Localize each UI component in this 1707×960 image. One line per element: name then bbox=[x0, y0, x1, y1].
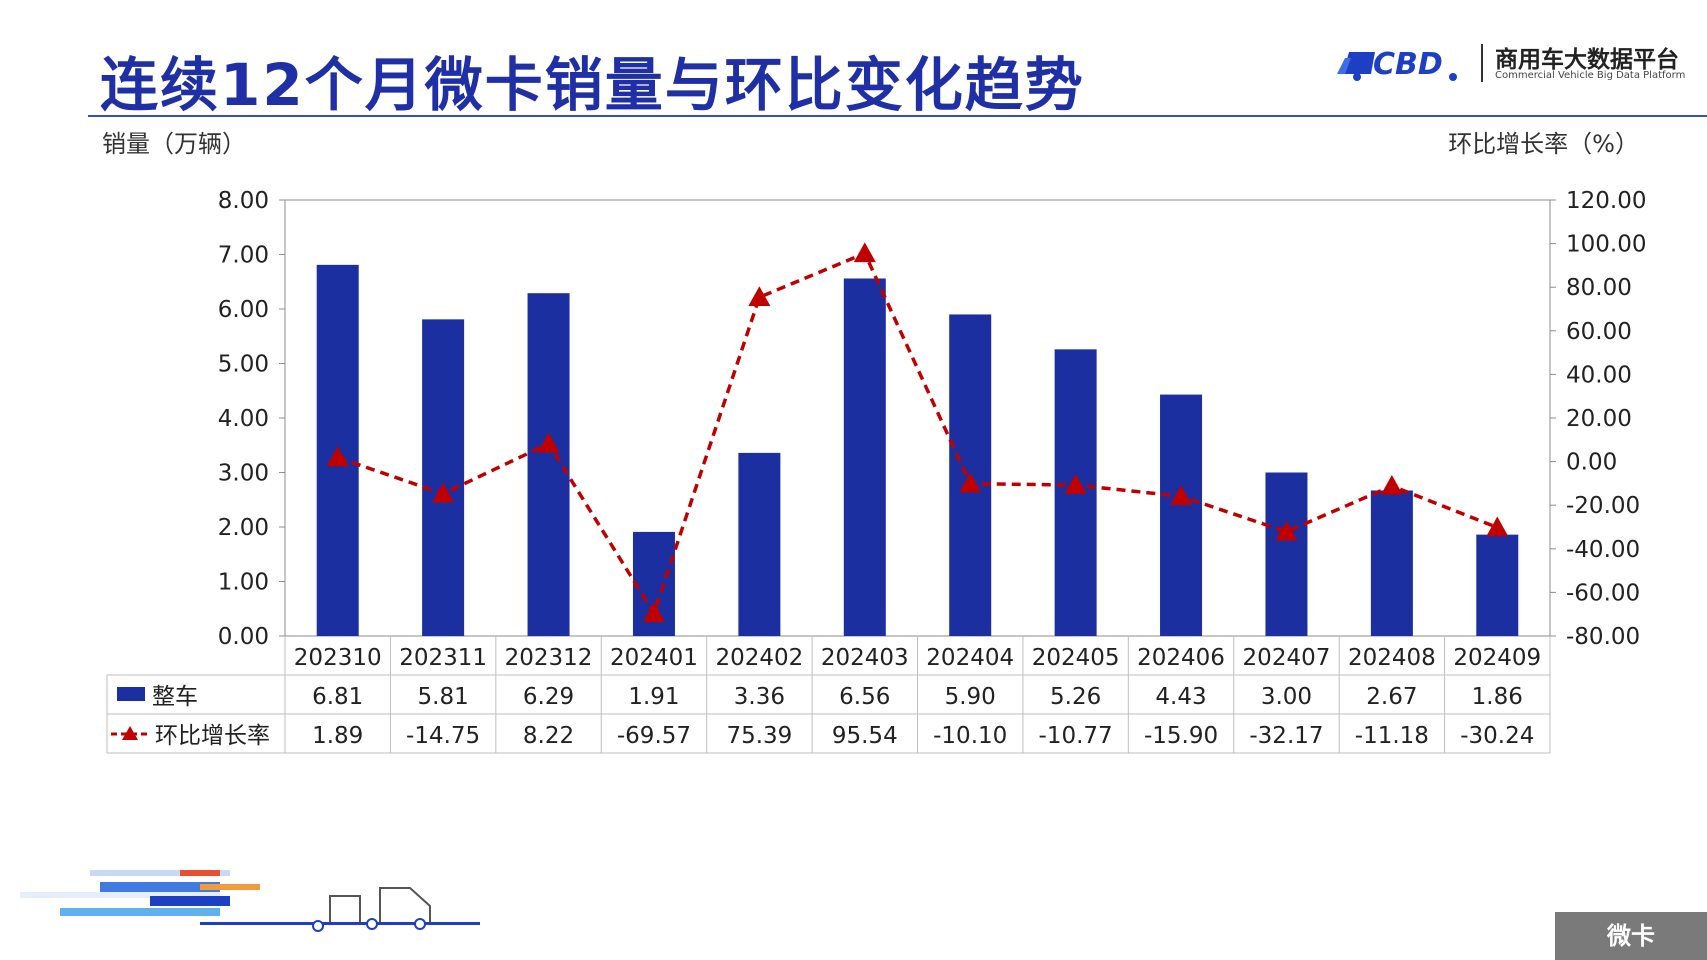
left-tick-label: 6.00 bbox=[218, 297, 269, 323]
page-title: 连续12个月微卡销量与环比变化趋势 bbox=[100, 51, 1085, 119]
growth-marker-202312 bbox=[537, 432, 560, 453]
category-label: 202310 bbox=[294, 645, 382, 671]
growth-value-label: -15.90 bbox=[1144, 723, 1218, 749]
truck-logo-icon: CBD bbox=[1337, 47, 1457, 82]
category-label: 202405 bbox=[1032, 645, 1120, 671]
growth-value-label: -69.57 bbox=[617, 723, 691, 749]
bar-202407 bbox=[1265, 472, 1308, 636]
right-axis-unit: 环比增长率（%） bbox=[1448, 130, 1639, 158]
logo-chinese-name: 商用车大数据平台 bbox=[1495, 47, 1679, 73]
title-divider bbox=[88, 115, 1707, 117]
bar-value-label: 6.81 bbox=[312, 684, 363, 710]
left-tick-label: 3.00 bbox=[218, 461, 269, 487]
bar-value-label: 5.81 bbox=[418, 684, 469, 710]
left-tick-label: 4.00 bbox=[218, 406, 269, 432]
bar-value-label: 1.91 bbox=[628, 684, 679, 710]
legend-line-label: 环比增长率 bbox=[155, 723, 270, 749]
bar-202311 bbox=[422, 319, 465, 636]
bar-value-label: 3.36 bbox=[734, 684, 785, 710]
right-tick-label: 0.00 bbox=[1566, 450, 1617, 476]
growth-marker-202310 bbox=[326, 446, 349, 467]
left-tick-label: 0.00 bbox=[218, 624, 269, 650]
growth-value-label: 8.22 bbox=[523, 723, 574, 749]
growth-marker-202406 bbox=[1170, 485, 1193, 506]
growth-value-label: -10.77 bbox=[1039, 723, 1113, 749]
growth-value-label: 1.89 bbox=[312, 723, 363, 749]
growth-value-label: 75.39 bbox=[726, 723, 792, 749]
growth-marker-202405 bbox=[1064, 474, 1087, 494]
left-tick-label: 7.00 bbox=[218, 243, 269, 269]
left-tick-label: 5.00 bbox=[218, 352, 269, 378]
right-tick-label: 100.00 bbox=[1566, 232, 1646, 258]
right-tick-label: 20.00 bbox=[1566, 406, 1632, 432]
left-tick-label: 1.00 bbox=[218, 570, 269, 596]
sales-chart: 0.00 1.00 2.00 3.00 4.00 5.00 6.00 7.00 8.00 -80.… bbox=[106, 188, 1646, 754]
right-tick-label: 80.00 bbox=[1566, 275, 1632, 301]
category-label: 202406 bbox=[1137, 645, 1225, 671]
category-label: 202402 bbox=[715, 645, 803, 671]
growth-value-label: -32.17 bbox=[1249, 723, 1323, 749]
left-axis-unit: 销量（万辆） bbox=[102, 130, 246, 158]
left-tick-label: 8.00 bbox=[218, 188, 269, 214]
growth-marker-202401 bbox=[642, 602, 665, 623]
logo-english-name: Commercial Vehicle Big Data Platform bbox=[1495, 70, 1686, 81]
category-label: 202403 bbox=[821, 645, 909, 671]
brand-logo: CBD 商用车大数据平台 Commercial Vehicle Big Data… bbox=[1335, 38, 1705, 88]
logo-separator bbox=[1481, 44, 1483, 82]
bar-value-label: 3.00 bbox=[1261, 684, 1312, 710]
right-tick-label: -60.00 bbox=[1566, 580, 1640, 606]
legend-bar-label: 整车 bbox=[152, 684, 198, 710]
category-label: 202409 bbox=[1453, 645, 1541, 671]
bar-202406 bbox=[1160, 394, 1203, 636]
growth-marker-202403 bbox=[853, 242, 876, 263]
right-tick-label: 120.00 bbox=[1566, 188, 1646, 214]
growth-rate-line bbox=[337, 251, 1498, 618]
category-label: 202312 bbox=[505, 645, 593, 671]
category-label: 202404 bbox=[926, 645, 1014, 671]
bar-value-label: 5.90 bbox=[945, 684, 996, 710]
legend-bar-swatch bbox=[117, 687, 145, 701]
growth-marker-202409 bbox=[1486, 516, 1509, 537]
legend-line-marker bbox=[122, 726, 138, 740]
growth-marker-202402 bbox=[748, 286, 771, 307]
right-tick-label: 40.00 bbox=[1566, 362, 1632, 388]
svg-text:CBD: CBD bbox=[1373, 47, 1443, 82]
growth-value-label: 95.54 bbox=[832, 723, 898, 749]
bar-value-label: 1.86 bbox=[1472, 684, 1523, 710]
growth-marker-202404 bbox=[959, 472, 982, 493]
bar-202409 bbox=[1476, 534, 1519, 636]
right-tick-label: -40.00 bbox=[1566, 537, 1640, 563]
category-label: 202408 bbox=[1348, 645, 1436, 671]
growth-marker-202407 bbox=[1275, 520, 1298, 541]
truck-decoration-icon bbox=[20, 870, 480, 932]
bar-202408 bbox=[1370, 490, 1413, 636]
bar-value-label: 5.26 bbox=[1050, 684, 1101, 710]
bar-202312 bbox=[527, 293, 570, 636]
category-label: 202311 bbox=[399, 645, 487, 671]
right-tick-label: -20.00 bbox=[1566, 493, 1640, 519]
bar-202403 bbox=[843, 278, 886, 636]
category-label: 202401 bbox=[610, 645, 698, 671]
growth-value-label: -14.75 bbox=[406, 723, 480, 749]
bar-value-label: 2.67 bbox=[1366, 684, 1417, 710]
category-label: 202407 bbox=[1243, 645, 1331, 671]
bar-value-label: 6.56 bbox=[839, 684, 890, 710]
growth-marker-202311 bbox=[432, 482, 455, 503]
growth-value-label: -10.10 bbox=[933, 723, 1007, 749]
growth-value-label: -30.24 bbox=[1460, 723, 1534, 749]
right-tick-label: 60.00 bbox=[1566, 319, 1632, 345]
bar-value-label: 6.29 bbox=[523, 684, 574, 710]
left-tick-label: 2.00 bbox=[218, 515, 269, 541]
growth-marker-202408 bbox=[1380, 474, 1403, 495]
right-tick-label: -80.00 bbox=[1566, 624, 1640, 650]
bar-value-label: 4.43 bbox=[1155, 684, 1206, 710]
growth-value-label: -11.18 bbox=[1355, 723, 1429, 749]
category-tag: 微卡 bbox=[1555, 912, 1707, 960]
plot-frame bbox=[284, 199, 1551, 637]
bar-202402 bbox=[738, 452, 781, 636]
